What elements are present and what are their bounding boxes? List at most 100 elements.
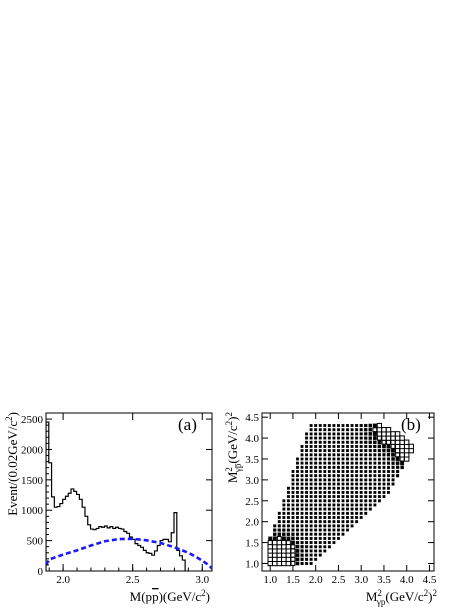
density-cell [273,528,277,532]
density-cell [327,511,331,515]
y-tick-label: 4.0 [245,433,259,445]
density-cell [337,474,340,478]
density-cell [323,457,327,461]
density-cell [387,465,390,469]
density-cell [290,556,296,562]
density-cell [368,427,373,432]
density-cell [323,490,327,494]
density-cell [296,478,299,482]
density-cell [318,532,322,536]
density-cell [305,449,309,453]
density-cell [350,465,354,469]
density-cell [300,553,304,557]
density-cell [391,448,396,453]
density-cell [273,524,277,528]
density-cell [295,540,300,545]
density-cell [309,532,313,536]
density-cell [296,503,299,507]
density-cell [341,524,345,528]
density-cell [323,440,327,444]
density-cell [396,474,400,478]
density-cell [387,486,390,490]
density-cell [314,440,318,444]
density-cell [282,511,286,515]
density-cell [364,449,368,453]
density-cell [332,528,336,532]
y-tick-label: 1.0 [245,558,259,570]
panel-a-x-ticks: 2.0 2.5 3.0 [48,413,210,586]
density-cell [368,490,372,494]
density-cell [305,541,309,545]
density-cell [296,470,299,473]
density-cell [309,465,313,469]
density-cell [355,495,359,499]
density-cell [296,511,299,515]
density-cell [323,495,327,499]
density-cell [314,536,318,540]
density-cell [368,449,372,453]
density-cell [364,428,368,432]
density-cell [291,532,295,536]
density-cell [332,490,336,494]
density-cell [323,436,327,440]
density-cell [281,539,287,546]
x-tick-label: 3.0 [354,574,368,586]
density-cell [281,536,286,541]
density-cell [355,432,359,436]
density-cell [332,457,336,461]
density-cell [305,524,309,528]
density-cell [386,448,391,453]
density-cell [300,549,304,553]
density-cell [332,461,336,465]
density-cell [309,520,313,524]
density-cell [267,540,273,546]
density-cell [337,453,340,457]
density-cell [291,503,295,507]
density-cell [350,516,354,519]
panel-b-frame [261,412,435,572]
y-tick-label: 3.0 [245,475,259,487]
density-cell [364,444,368,448]
density-cell [314,545,318,549]
density-cell [368,432,373,436]
density-cell [385,427,392,433]
density-cell [373,457,377,461]
x-tick-label: 1.0 [263,574,277,586]
x-tick-label: 2.5 [126,574,140,586]
density-cell [305,536,309,540]
density-cell [332,470,336,473]
density-cell [286,503,290,507]
density-cell [309,503,313,507]
density-cell [314,528,318,532]
density-cell [300,507,304,511]
density-cell [300,474,304,478]
density-cell [300,490,304,494]
density-cell [327,474,331,478]
y-tick-label: 2.5 [245,496,259,508]
density-cell [332,436,336,440]
density-cell [300,511,304,515]
x-tick-label: 4.0 [400,574,414,586]
density-cell [314,516,318,519]
density-cell [318,495,322,499]
y-tick-label: 1.5 [245,538,259,550]
density-cell [377,490,381,494]
density-cell [286,536,291,541]
density-cell [327,424,331,427]
density-cell [286,524,290,528]
density-cell [327,449,331,453]
density-cell [309,507,313,511]
density-cell [346,507,349,511]
density-cell [309,516,313,519]
density-cell [277,528,281,532]
density-cell [332,424,336,427]
density-cell [346,520,349,524]
density-cell [268,536,273,541]
density-cell [359,440,363,444]
density-cell [332,482,336,486]
density-cell [391,474,395,478]
density-cell [318,474,322,478]
density-cell [300,444,304,448]
density-cell [327,478,331,482]
density-cell [337,520,340,524]
